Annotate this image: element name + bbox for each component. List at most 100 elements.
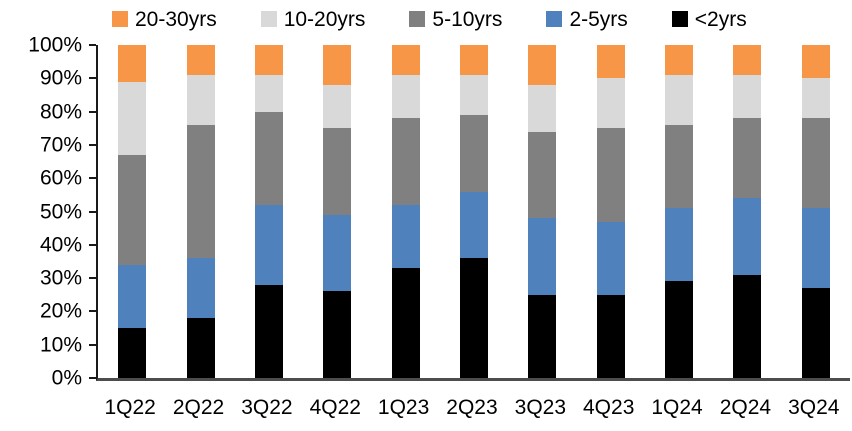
segment-2yrs (254, 284, 283, 378)
segment-2yrs (665, 281, 694, 378)
x-axis-label-1q24: 1Q24 (651, 396, 703, 419)
segment-2-5yrs (459, 191, 488, 259)
y-axis-tick-label: 30% (39, 266, 82, 290)
segment-5-10yrs (459, 114, 488, 192)
segment-2-5yrs (528, 218, 557, 295)
x-axis-label-2q22: 2Q22 (172, 396, 225, 419)
bar-2q22 (186, 45, 215, 378)
segment-2yrs (596, 294, 625, 378)
legend-label: 20-30yrs (135, 7, 217, 31)
legend-label: 10-20yrs (283, 7, 366, 31)
x-axis: 1Q22 2Q22 3Q22 4Q22 1Q23 2Q23 3Q23 4Q23 1Q24 2Q24… (96, 396, 848, 419)
x-axis-label-1q23: 1Q23 (377, 396, 430, 419)
segment-10-20yrs (801, 78, 830, 119)
bar-1q23 (391, 45, 420, 378)
segment-5-10yrs (801, 118, 830, 209)
segment-10-20yrs (391, 75, 420, 119)
y-axis-tick-mark (89, 343, 96, 346)
segment-20-30yrs (596, 45, 625, 79)
legend-swatch-icon (671, 11, 688, 27)
segment-20-30yrs (665, 45, 694, 75)
segment-2-5yrs (665, 208, 694, 282)
y-axis-tick-label: 90% (39, 66, 82, 90)
segment-2-5yrs (391, 204, 420, 269)
chart-legend: 20-30yrs 10-20yrs 5-10yrs 2-5yrs <2yrs (112, 5, 747, 33)
bar-2q24 (733, 45, 762, 378)
segment-5-10yrs (596, 128, 625, 222)
segment-10-20yrs (323, 84, 352, 129)
legend-item-2yrs: <2yrs (671, 7, 747, 31)
y-axis-tick-label: 50% (39, 200, 82, 223)
legend-item-2-5yrs: 2-5yrs (546, 9, 628, 30)
y-axis-tick-mark (89, 143, 96, 146)
x-axis-label-4q23: 4Q23 (583, 396, 635, 419)
bar-4q23 (596, 45, 625, 378)
y-axis-tick-label: 70% (39, 133, 82, 157)
legend-label: <2yrs (694, 7, 747, 31)
segment-10-20yrs (596, 78, 625, 129)
x-axis-label-1q22: 1Q22 (104, 396, 156, 419)
segment-5-10yrs (391, 118, 420, 205)
segment-20-30yrs (801, 45, 830, 79)
segment-10-20yrs (665, 75, 694, 125)
segment-2yrs (118, 328, 147, 378)
bar-3q24 (801, 45, 830, 378)
segment-2yrs (323, 291, 352, 378)
x-axis-label-3q23: 3Q23 (514, 396, 567, 419)
bar-1q22 (118, 45, 147, 378)
segment-10-20yrs (528, 84, 557, 132)
y-axis-tick-label: 40% (39, 233, 82, 257)
segment-5-10yrs (323, 128, 352, 215)
legend-swatch-icon (546, 11, 563, 27)
y-axis-tick-mark (89, 110, 96, 113)
x-axis-label-3q24: 3Q24 (788, 396, 840, 419)
y-axis-tick-mark (89, 277, 96, 280)
segment-10-20yrs (254, 75, 283, 112)
legend-label: 5-10yrs (432, 7, 503, 31)
x-axis-label-2q23: 2Q23 (446, 396, 498, 419)
y-axis-tick-mark (89, 243, 96, 246)
segment-2-5yrs (323, 214, 352, 292)
y-axis-tick-label: 10% (39, 333, 82, 357)
legend-item-10-20yrs: 10-20yrs (260, 7, 366, 31)
segment-2-5yrs (733, 198, 762, 275)
segment-10-20yrs (118, 81, 147, 155)
segment-2yrs (459, 258, 488, 378)
segment-2yrs (733, 274, 762, 378)
segment-2yrs (801, 288, 830, 378)
segment-5-10yrs (528, 131, 557, 219)
plot-area (89, 44, 850, 381)
segment-10-20yrs (733, 75, 762, 119)
y-axis-tick-mark (89, 210, 96, 213)
segment-20-30yrs (254, 45, 283, 75)
segment-2-5yrs (186, 258, 215, 319)
segment-20-30yrs (118, 45, 147, 82)
segment-2yrs (186, 318, 215, 378)
segment-5-10yrs (118, 154, 147, 265)
legend-swatch-icon (260, 11, 277, 27)
x-axis-label-2q24: 2Q24 (719, 396, 772, 419)
segment-20-30yrs (459, 45, 488, 75)
segment-2yrs (528, 294, 557, 378)
segment-10-20yrs (459, 75, 488, 115)
segment-20-30yrs (733, 45, 762, 76)
bar-3q22 (254, 45, 283, 378)
segment-2-5yrs (118, 264, 147, 329)
y-axis-tick-label: 100% (28, 33, 82, 57)
y-axis-tick-label: 80% (39, 100, 82, 124)
y-axis-tick-label: 20% (39, 299, 82, 323)
segment-10-20yrs (186, 75, 215, 125)
segment-20-30yrs (323, 45, 352, 85)
y-axis-tick-mark (89, 177, 96, 180)
y-axis: 0% 10% 20% 30% 40% 50% 60% 70% 80% 90% 100% (0, 35, 82, 389)
segment-5-10yrs (665, 124, 694, 209)
segment-2-5yrs (596, 221, 625, 295)
y-axis-tick-mark (89, 377, 96, 379)
legend-item-5-10yrs: 5-10yrs (409, 9, 502, 30)
segment-2-5yrs (801, 208, 830, 289)
y-axis-tick-mark (89, 77, 96, 80)
y-axis-tick-mark (89, 310, 96, 313)
bar-3q23 (528, 45, 557, 378)
segment-5-10yrs (733, 118, 762, 199)
